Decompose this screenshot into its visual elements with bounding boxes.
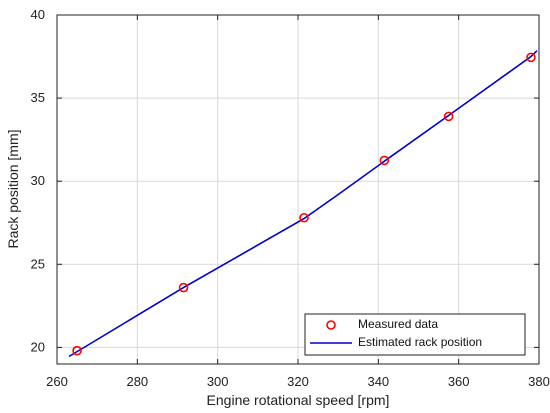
x-tick-label: 300 <box>207 374 229 389</box>
x-tick-label: 360 <box>448 374 470 389</box>
x-tick-label: 260 <box>46 374 68 389</box>
axis-ticks <box>56 14 540 364</box>
measured-data-point <box>299 212 309 223</box>
tick-labels: 260 280 300 320 340 360 380 20 25 30 35 40 <box>31 7 550 389</box>
x-tick-label: 320 <box>287 374 309 389</box>
measured-series-group <box>72 52 536 356</box>
x-tick-label: 340 <box>367 374 389 389</box>
x-axis-label: Engine rotational speed [rpm] <box>207 392 390 408</box>
legend-box <box>304 313 526 356</box>
measured-data-point <box>526 52 536 63</box>
x-tick-label: 280 <box>126 374 148 389</box>
y-tick-label: 20 <box>31 339 45 354</box>
estimated-rack-position-line <box>68 50 538 358</box>
measured-data-point <box>379 155 390 166</box>
legend-marker-measured <box>326 320 336 330</box>
y-tick-label: 30 <box>31 173 45 188</box>
measured-data-point <box>178 282 189 293</box>
y-tick-label: 40 <box>31 7 45 22</box>
legend-label-estimated: Estimated rack position <box>358 335 482 349</box>
legend-label-measured: Measured data <box>358 317 438 331</box>
y-axis-label: Rack position [mm] <box>5 129 21 248</box>
x-tick-label: 380 <box>528 374 550 389</box>
y-tick-label: 25 <box>31 256 45 271</box>
estimated-series-group <box>68 50 538 358</box>
measured-data-point <box>443 111 454 122</box>
legend: Measured data Estimated rack position <box>304 313 526 356</box>
y-tick-label: 35 <box>31 90 45 105</box>
measured-data-point <box>72 345 82 356</box>
